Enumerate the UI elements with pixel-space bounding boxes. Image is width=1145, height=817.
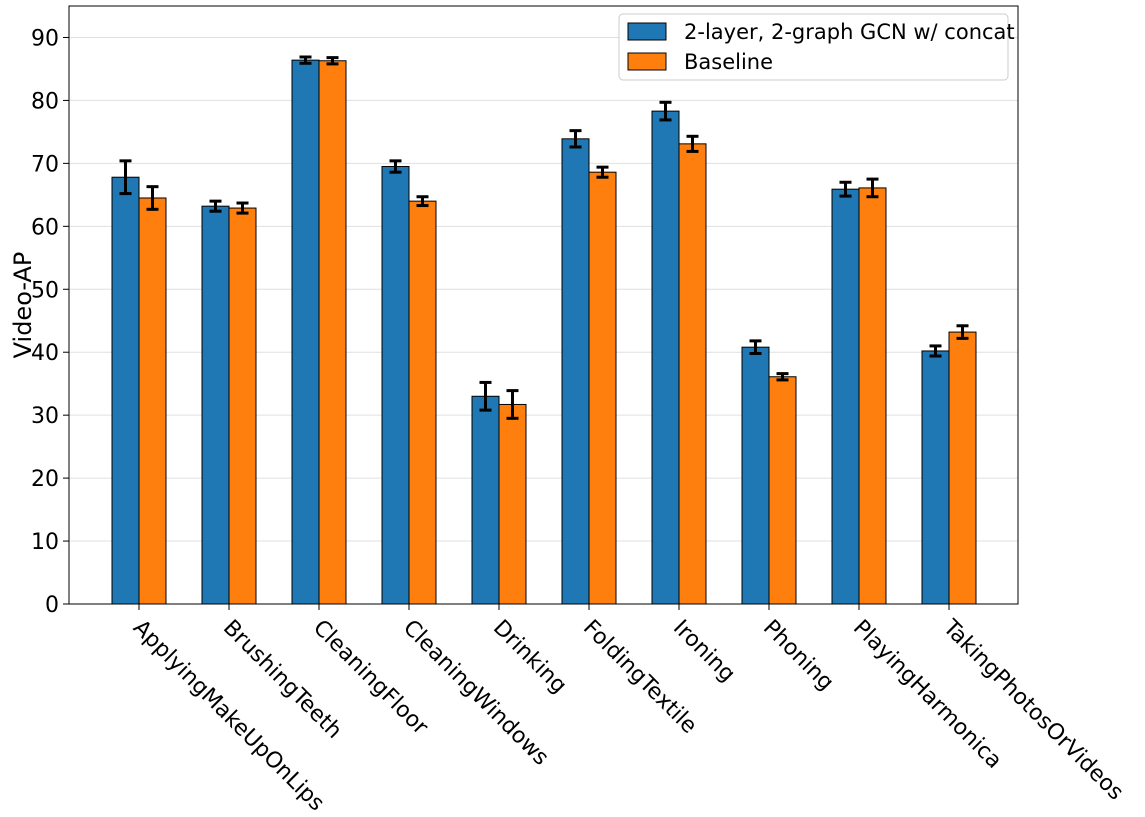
bar-baseline-FoldingTextile (588, 171, 617, 605)
legend-swatch-baseline (627, 52, 667, 71)
x-tick-label-Ironing: Ironing (668, 615, 740, 687)
error-bar-gcn-Ironing (659, 100, 672, 122)
plot-frame (68, 5, 1019, 605)
error-bar-baseline-ApplyingMakeUpOnLips (146, 185, 159, 211)
bar-baseline-ApplyingMakeUpOnLips (138, 197, 167, 605)
error-bar-gcn-CleaningWindows (389, 159, 402, 174)
bar-gcn-PlayingHarmonica (831, 188, 860, 605)
y-tick-label: 90 (31, 26, 59, 51)
y-tick-label: 60 (31, 215, 59, 240)
y-tick-label: 50 (31, 278, 59, 303)
bar-gcn-BrushingTeeth (201, 205, 230, 605)
legend-box (618, 13, 1009, 81)
y-axis-ticks: 0 10 20 30 40 50 60 70 80 90 (31, 26, 69, 618)
error-bar-gcn-BrushingTeeth (209, 199, 222, 213)
y-tick-label: 0 (45, 593, 59, 618)
bar-baseline-Ironing (678, 143, 707, 605)
bar-baseline-BrushingTeeth (228, 207, 257, 605)
bar-gcn-ApplyingMakeUpOnLips (111, 176, 140, 605)
bar-baseline-PlayingHarmonica (858, 187, 887, 605)
y-tick-label: 70 (31, 152, 59, 177)
error-bar-baseline-CleaningWindows (416, 195, 429, 208)
error-bar-gcn-FoldingTextile (569, 129, 582, 149)
error-bar-baseline-BrushingTeeth (236, 201, 249, 215)
bars (111, 59, 977, 605)
bar-gcn-CleaningFloor (291, 59, 320, 605)
error-bar-gcn-PlayingHarmonica (839, 180, 852, 198)
bar-baseline-CleaningFloor (318, 60, 347, 605)
error-bar-baseline-Phoning (776, 372, 789, 382)
error-bar-gcn-ApplyingMakeUpOnLips (119, 159, 132, 196)
y-tick-label: 10 (31, 530, 59, 555)
y-tick-label: 80 (31, 89, 59, 114)
x-tick-label-Phoning: Phoning (758, 615, 838, 695)
bar-gcn-Drinking (471, 395, 500, 605)
x-tick-label-Drinking: Drinking (488, 615, 571, 698)
x-tick-label-ApplyingMakeUpOnLips: ApplyingMakeUpOnLips (128, 615, 329, 816)
x-tick-label-TakingPhotosOrVideos: TakingPhotosOrVideos (937, 615, 1128, 806)
error-bar-baseline-CleaningFloor (326, 56, 339, 66)
error-bar-gcn-Phoning (749, 339, 762, 355)
bar-gcn-TakingPhotosOrVideos (921, 350, 950, 605)
legend: 2-layer, 2-graph GCN w/ concat Baseline (618, 13, 1015, 81)
legend-swatch-gcn (627, 22, 667, 41)
bar-gcn-Phoning (741, 346, 770, 605)
error-bar-gcn-CleaningFloor (299, 55, 312, 65)
x-tick-label-PlayingHarmonica: PlayingHarmonica (848, 615, 1006, 773)
error-bar-gcn-Drinking (479, 380, 492, 412)
y-tick-label: 20 (31, 467, 59, 492)
error-bar-gcn-TakingPhotosOrVideos (929, 344, 942, 358)
legend-label-gcn: 2-layer, 2-graph GCN w/ concat (684, 20, 1015, 44)
error-bar-baseline-TakingPhotosOrVideos (956, 324, 969, 340)
error-bar-baseline-FoldingTextile (596, 165, 609, 179)
bar-gcn-CleaningWindows (381, 166, 410, 605)
bar-baseline-TakingPhotosOrVideos (948, 331, 977, 605)
bar-baseline-Phoning (768, 376, 797, 605)
error-bar-baseline-PlayingHarmonica (866, 177, 879, 199)
y-tick-label: 40 (31, 341, 59, 366)
error-bar-baseline-Drinking (506, 389, 519, 420)
x-axis-ticks: ApplyingMakeUpOnLipsBrushingTeethCleanin… (128, 604, 1128, 816)
bar-gcn-Ironing (651, 110, 680, 605)
bar-gcn-FoldingTextile (561, 138, 590, 605)
bar-baseline-Drinking (498, 403, 527, 605)
bar-baseline-CleaningWindows (408, 200, 437, 605)
error-bar-baseline-Ironing (686, 134, 699, 153)
error-bars (119, 55, 969, 420)
y-tick-label: 30 (31, 404, 59, 429)
legend-label-baseline: Baseline (684, 50, 773, 74)
y-axis-title: Video-AP (9, 252, 37, 359)
